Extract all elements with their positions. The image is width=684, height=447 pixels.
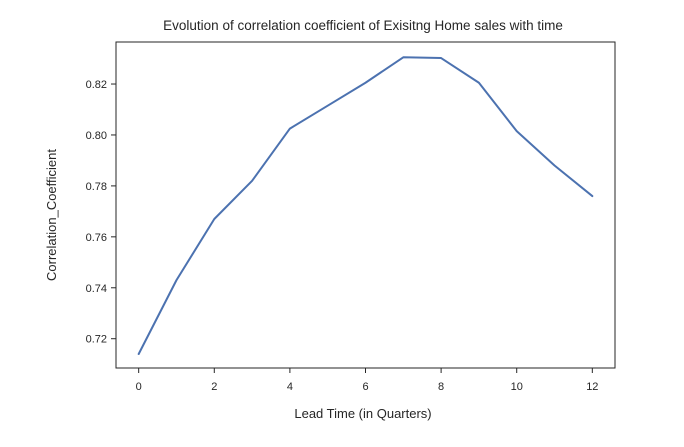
y-tick-label: 0.82 <box>86 79 107 91</box>
y-tick-label: 0.80 <box>86 130 107 142</box>
chart-title: Evolution of correlation coefficient of … <box>163 18 563 33</box>
plot-frame <box>115 41 616 369</box>
x-tick-label: 0 <box>136 381 142 393</box>
y-tick-label: 0.72 <box>86 334 107 346</box>
y-tick-label: 0.78 <box>86 181 107 193</box>
x-tick-label: 2 <box>211 381 217 393</box>
plot-area: 0 2 4 6 8 10 12 0.72 0.74 0.76 0.78 0.80 0.82 <box>86 41 616 393</box>
y-tick-label: 0.74 <box>86 283 107 295</box>
y-axis-label: Correlation_Coefficient <box>44 149 59 281</box>
x-tick-label: 4 <box>287 381 293 393</box>
x-axis-label: Lead Time (in Quarters) <box>294 406 431 421</box>
x-tick-label: 6 <box>362 381 368 393</box>
series-line <box>137 56 594 355</box>
x-tick-label: 12 <box>586 381 598 393</box>
x-tick-label: 8 <box>438 381 444 393</box>
y-tick-label: 0.76 <box>86 232 107 244</box>
x-tick-label: 10 <box>511 381 523 393</box>
